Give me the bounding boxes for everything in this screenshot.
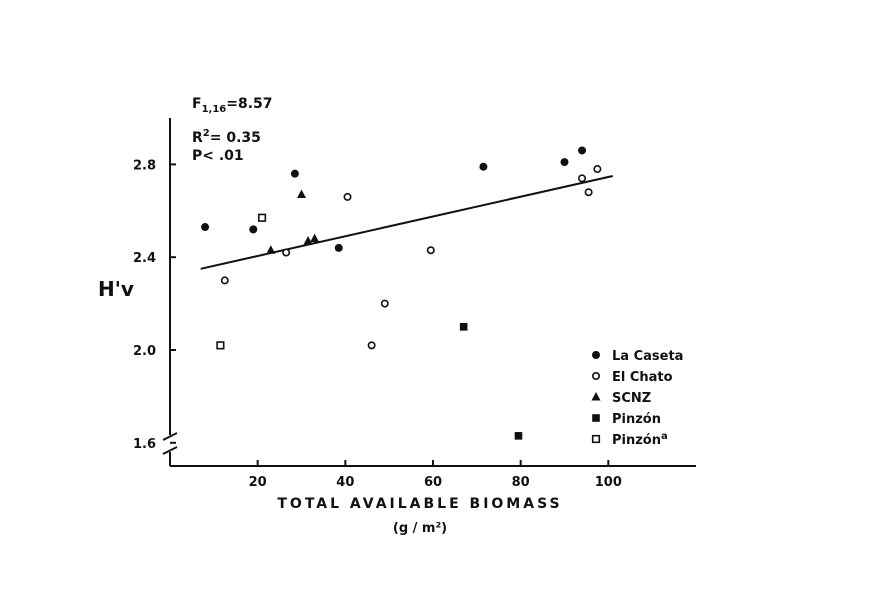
y-axis-label: H'v bbox=[98, 277, 134, 301]
y-tick-label: 2.4 bbox=[133, 251, 156, 266]
data-point-filled-triangle bbox=[297, 189, 306, 199]
data-point-filled-triangle bbox=[266, 245, 276, 254]
data-point-filled-circle bbox=[290, 169, 299, 178]
x-tick-label: 60 bbox=[424, 475, 442, 490]
data-point-open-circle bbox=[584, 188, 593, 197]
data-point-open-circle bbox=[343, 192, 352, 201]
data-points bbox=[201, 146, 602, 440]
data-point-filled-triangle bbox=[303, 235, 313, 245]
legend-marker-filled-square bbox=[592, 414, 600, 422]
data-point-open-circle bbox=[578, 174, 587, 183]
y-axis-ticks: 1.6 2.0 2.4 2.8 bbox=[133, 158, 176, 452]
f-statistic-value: =8.57 bbox=[226, 96, 272, 112]
r-squared: R2= 0.35 bbox=[192, 128, 261, 146]
data-point-open-square bbox=[257, 213, 267, 222]
data-point-open-circle bbox=[282, 248, 291, 257]
x-axis-unit-label: (g / m²) bbox=[393, 521, 447, 536]
legend-marker-open-circle bbox=[591, 371, 600, 380]
y-tick-label: 2.0 bbox=[133, 344, 156, 359]
legend-label: Pinzóna bbox=[612, 431, 668, 448]
legend-label: La Caseta bbox=[612, 349, 683, 364]
data-point-filled-triangle bbox=[310, 233, 320, 243]
data-point-open-circle bbox=[426, 246, 435, 255]
data-point-filled-square bbox=[459, 323, 468, 331]
r-squared-exponent: 2 bbox=[203, 128, 210, 139]
f-statistic-label: F bbox=[192, 96, 202, 112]
trend-line bbox=[200, 175, 613, 270]
data-point-filled-circle bbox=[201, 223, 210, 232]
f-statistic-df: 1,16 bbox=[202, 104, 227, 115]
data-point-filled-circle bbox=[560, 158, 569, 167]
data-point-open-circle bbox=[380, 299, 389, 308]
legend-marker-open-square bbox=[591, 434, 601, 444]
legend-marker-filled-circle bbox=[592, 351, 600, 359]
data-point-filled-square bbox=[514, 432, 523, 440]
y-tick-label: 2.8 bbox=[133, 158, 156, 173]
data-point-filled-circle bbox=[479, 162, 488, 171]
data-point-filled-circle bbox=[578, 146, 587, 155]
legend-label: SCNZ bbox=[612, 391, 651, 406]
data-point-open-circle bbox=[220, 276, 229, 285]
data-point-open-square bbox=[216, 341, 225, 350]
data-point-open-circle bbox=[593, 165, 602, 174]
legend: La Caseta El Chato SCNZ Pinzón Pinzóna bbox=[591, 349, 683, 448]
x-tick-label: 80 bbox=[512, 475, 530, 490]
data-point-filled-circle bbox=[249, 225, 258, 234]
stats-annotation: F1,16=8.57 R2= 0.35 P< .01 bbox=[192, 96, 273, 164]
x-axis-ticks: 20 40 60 80 100 bbox=[249, 460, 622, 490]
f-statistic: F1,16=8.57 bbox=[192, 96, 273, 115]
r-squared-label: R bbox=[192, 130, 203, 146]
x-tick-label: 20 bbox=[249, 475, 267, 490]
x-tick-label: 40 bbox=[336, 475, 354, 490]
x-tick-label: 100 bbox=[595, 475, 622, 490]
x-axis-label: TOTAL AVAILABLE BIOMASS bbox=[277, 496, 562, 512]
p-value: P< .01 bbox=[192, 148, 244, 164]
legend-label: El Chato bbox=[612, 370, 673, 385]
y-axis-break-mark bbox=[162, 432, 178, 455]
r-squared-value: = 0.35 bbox=[210, 130, 261, 146]
legend-label: Pinzón bbox=[612, 412, 661, 427]
legend-marker-filled-triangle bbox=[591, 392, 601, 401]
y-tick-label: 1.6 bbox=[133, 437, 156, 452]
data-point-filled-circle bbox=[334, 243, 343, 252]
data-point-open-circle bbox=[367, 341, 376, 350]
